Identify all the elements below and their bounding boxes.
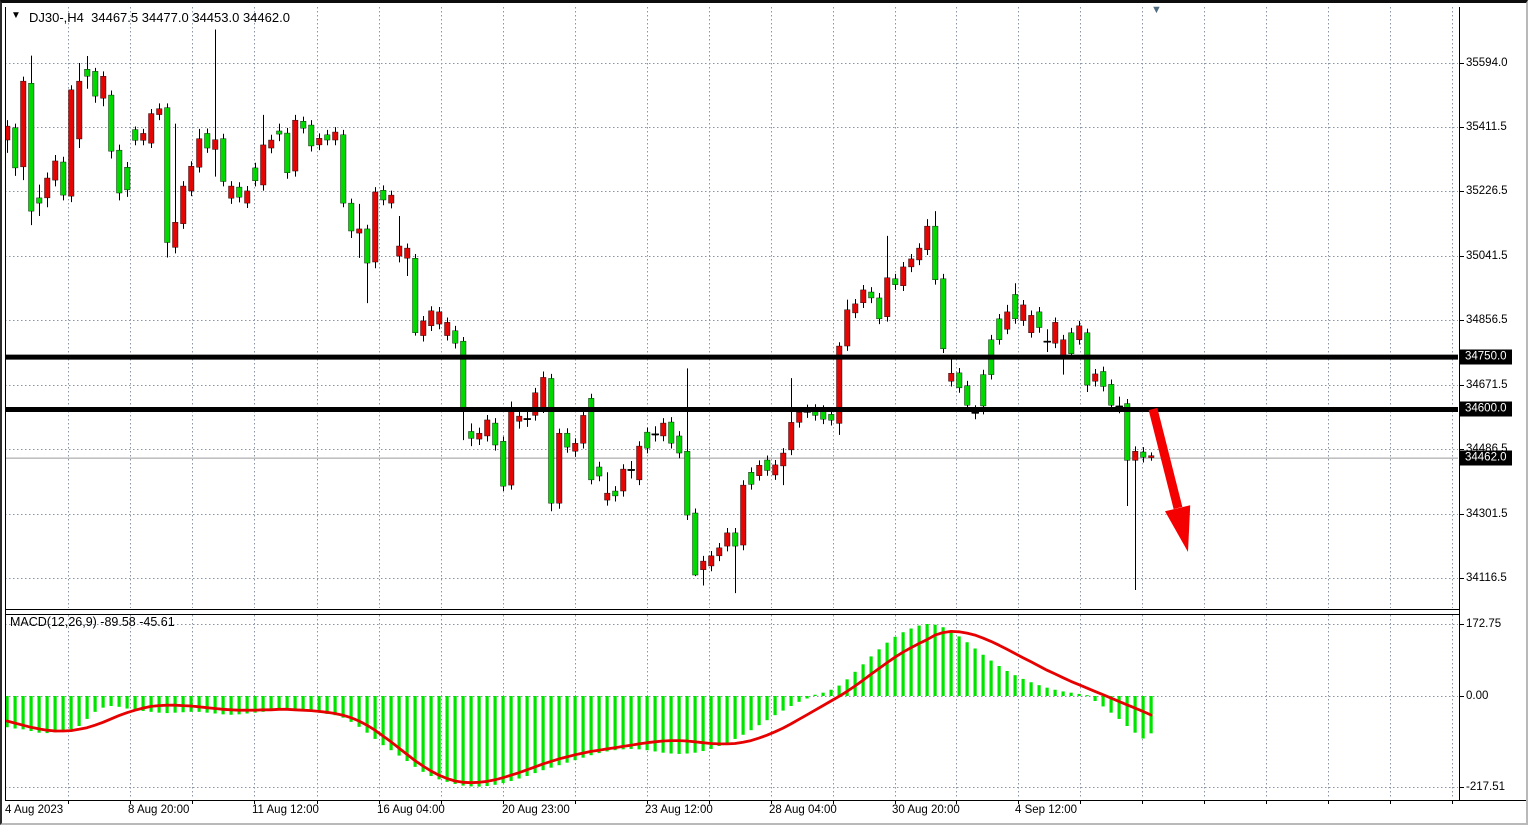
macd-histogram xyxy=(5,624,1153,787)
main-chart-canvas[interactable] xyxy=(2,3,1528,825)
candles xyxy=(5,29,1155,594)
trend-arrow[interactable] xyxy=(1148,407,1191,552)
macd-signal-line xyxy=(5,630,1153,785)
axis-ticks xyxy=(68,63,1464,804)
panel-borders xyxy=(5,7,1526,801)
grid-lines xyxy=(5,7,1458,799)
